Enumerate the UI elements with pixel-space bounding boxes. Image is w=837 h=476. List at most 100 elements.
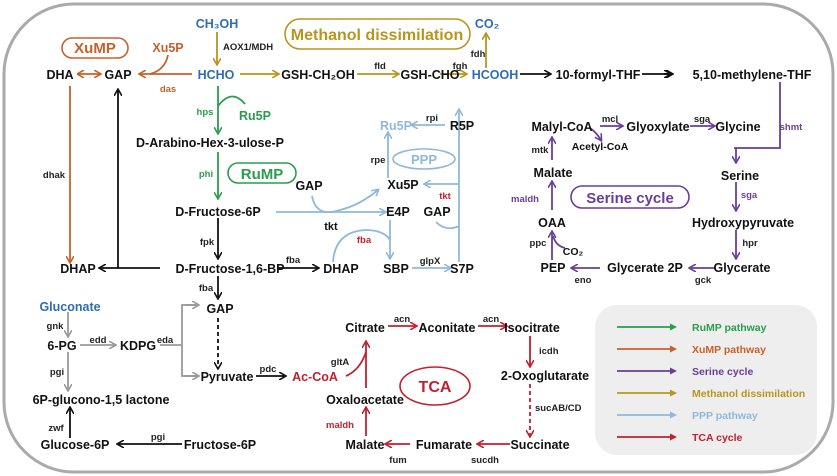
enzyme-sucab-cd: sucAB/CD	[535, 403, 582, 414]
enzyme-fpk: fpk	[200, 237, 215, 248]
enzyme-sga-glycine: sga	[694, 114, 711, 125]
metabolite-ch3oh: CH₃OH	[196, 17, 239, 31]
enzyme-gnk: gnk	[47, 321, 65, 332]
tca-label: TCA	[419, 379, 452, 396]
legend-arrowhead	[670, 345, 677, 353]
metabolite-isocitrate: Isocitrate	[504, 321, 560, 335]
enzyme-pgi-6pg: pgi	[50, 367, 64, 378]
metabolite-glycerate-2p: Glycerate 2P	[607, 261, 683, 275]
enzyme-tkt-red: tkt	[439, 191, 451, 202]
methanol-box	[284, 18, 471, 50]
enzyme-hps: hps	[197, 107, 214, 118]
enzyme-glpx: glpX	[420, 256, 441, 267]
metabolite-gap-ppp: GAP	[295, 179, 322, 193]
enzyme-sga-serine: sga	[741, 190, 758, 201]
metabolites: CH₃OH HCHO DHA GAP Xu5P GSH-CH₂OH GSH-CH…	[33, 17, 812, 452]
enzyme-fdh: fdh	[471, 49, 486, 60]
enzyme-zwf: zwf	[48, 423, 64, 434]
metabolite-malate-tca: Malate	[346, 438, 385, 452]
metabolite-glycine: Glycine	[715, 120, 760, 134]
enzyme-hpr: hpr	[742, 238, 758, 249]
legend-arrowhead	[670, 323, 677, 331]
metabolite-succinate: Succinate	[510, 438, 569, 452]
metabolite-e4p: E4P	[386, 205, 410, 219]
metabolite-hcooh: HCOOH	[472, 68, 519, 82]
metabolite-dhap-left: DHAP	[60, 262, 95, 276]
serine-cycle-box	[570, 185, 690, 209]
enzyme-fba-gap: fba	[199, 283, 214, 294]
enzyme-glta: gltA	[331, 357, 350, 368]
metabolite-s7p: S7P	[450, 262, 474, 276]
enzyme-pdc: pdc	[260, 364, 277, 375]
enzyme-fba-red: fba	[357, 235, 372, 246]
metabolite-malate-serine: Malate	[534, 166, 573, 180]
enzyme-icdh: icdh	[539, 346, 559, 357]
metabolite-fructose-16bp: D-Fructose-1,6-BP	[175, 262, 284, 276]
enzyme-mcl: mcl	[602, 114, 618, 125]
legend-arrowhead	[670, 411, 677, 419]
enzymes: AOX1/MDH das fld fgh fdh hps phi fpk fba…	[43, 42, 803, 466]
legend-arrowhead	[670, 433, 677, 441]
enzyme-das: das	[160, 84, 176, 95]
metabolite-gsh-cho: GSH-CHO	[400, 68, 459, 82]
legend-box	[595, 305, 817, 455]
legend-label: XuMP pathway	[692, 344, 766, 356]
methanol-label: Methanol dissimilation	[291, 27, 463, 44]
metabolite-10-formyl-thf: 10-formyl-THF	[556, 68, 641, 82]
enzyme-fba-dhap: fba	[286, 255, 301, 266]
metabolite-aconitate: Aconitate	[419, 321, 476, 335]
metabolite-glyoxylate: Glyoxylate	[626, 120, 689, 134]
legend-label: PPP pathway	[692, 410, 758, 422]
xump-box	[61, 37, 129, 59]
metabolite-co2: CO₂	[475, 17, 499, 31]
metabolite-gluconate: Gluconate	[39, 300, 100, 314]
metabolite-fructose-6p-bottom: Fructose-6P	[184, 438, 256, 452]
metabolite-2-oxoglutarate: 2-Oxoglutarate	[501, 369, 589, 383]
metabolite-hcho: HCHO	[198, 68, 235, 82]
metabolite-fumarate: Fumarate	[416, 438, 472, 452]
metabolite-6p-glucono-lactone: 6P-glucono-1,5 lactone	[33, 393, 170, 407]
enzyme-eno: eno	[575, 275, 592, 286]
metabolite-pep: PEP	[540, 261, 565, 275]
metabolite-pyruvate: Pyruvate	[201, 370, 254, 384]
metabolite-sbp: SBP	[383, 262, 409, 276]
enzyme-fld: fld	[374, 61, 386, 72]
legend-label: RuMP pathway	[692, 322, 767, 334]
enzyme-shmt: shmt	[780, 122, 804, 133]
enzyme-rpi: rpi	[426, 113, 438, 124]
enzyme-mtk: mtk	[532, 145, 550, 156]
arrows	[68, 32, 781, 444]
enzyme-fum: fum	[389, 455, 406, 466]
metabolite-arabino-hex-ulose-p: D-Arabino-Hex-3-ulose-P	[136, 136, 284, 150]
metabolite-ac-coa: Ac-CoA	[292, 370, 338, 384]
metabolite-gap-glycolysis: GAP	[206, 302, 233, 316]
metabolite-oaa: OAA	[538, 216, 566, 230]
legend-arrowhead	[670, 367, 677, 375]
metabolite-gsh-ch2oh: GSH-CH₂OH	[281, 68, 355, 82]
enzyme-pgi-g6p: pgi	[151, 432, 165, 443]
enzyme-sucdh: sucdh	[471, 455, 499, 466]
metabolite-oxaloacetate: Oxaloacetate	[326, 393, 404, 407]
xump-label: XuMP	[74, 40, 116, 57]
metabolite-ru5p-ppp: Ru5P	[380, 119, 412, 133]
legend: RuMP pathway XuMP pathway Serine cycle Meth…	[617, 322, 805, 444]
metabolite-kdpg: KDPG	[120, 339, 156, 353]
rump-label: RuMP	[241, 166, 284, 183]
metabolite-hydroxypyruvate: Hydroxypyruvate	[692, 216, 794, 230]
enzyme-phi: phi	[199, 169, 213, 180]
legend-label: Serine cycle	[692, 366, 753, 378]
enzyme-ppc: ppc	[530, 238, 547, 249]
metabolite-glucose-6p: Glucose-6P	[41, 438, 110, 452]
metabolite-methylene-thf: 5,10-methylene-THF	[693, 68, 812, 82]
enzyme-eda: eda	[157, 335, 174, 346]
metabolite-citrate: Citrate	[345, 321, 385, 335]
metabolite-serine: Serine	[721, 169, 759, 183]
metabolite-glycerate: Glycerate	[714, 261, 771, 275]
metabolite-co2-serine: CO₂	[563, 246, 584, 258]
metabolite-dha: DHA	[46, 68, 73, 82]
metabolite-ru5p-rump: Ru5P	[239, 109, 271, 123]
enzyme-dhak: dhak	[43, 170, 66, 181]
metabolite-xu5p: Xu5P	[387, 178, 418, 192]
enzyme-maldh-serine: maldh	[511, 194, 539, 205]
metabolite-r5p: R5P	[450, 119, 474, 133]
